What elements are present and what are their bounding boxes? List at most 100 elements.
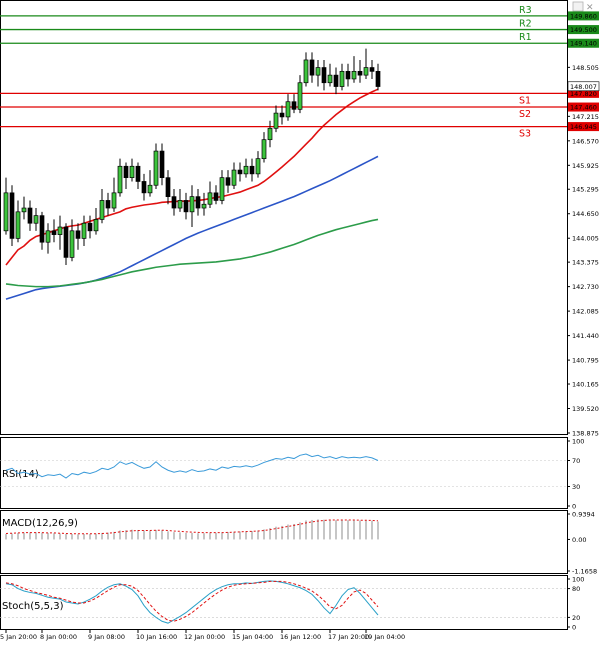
candle-body bbox=[15, 211, 21, 239]
candle-body bbox=[111, 192, 117, 209]
level-tag bbox=[568, 88, 599, 98]
level-tag-label: 147.820 bbox=[570, 90, 597, 98]
price-tick-label: 144.005 bbox=[572, 235, 599, 243]
close-icon[interactable]: ✕ bbox=[586, 3, 594, 13]
candle-body bbox=[81, 222, 87, 239]
time-tick-label: 10 Jan 16:00 bbox=[136, 633, 177, 641]
candle-body bbox=[237, 169, 243, 175]
candle-body bbox=[303, 59, 309, 84]
rsi-indicator: 100 70 30 0 RSI(14) bbox=[0, 438, 584, 511]
panel-frames bbox=[0, 0, 568, 630]
time-tick-label: 15 Jan 04:00 bbox=[232, 633, 273, 641]
candle-body bbox=[357, 70, 363, 76]
time-tick-label: 8 Jan 00:00 bbox=[40, 633, 77, 641]
stoch-main bbox=[5, 580, 379, 624]
candle-body bbox=[123, 165, 129, 179]
ind-tick-label: 0.00 bbox=[572, 536, 586, 544]
price-tick-label: 142.085 bbox=[572, 308, 599, 316]
macd-panel bbox=[0, 510, 568, 574]
candle-body bbox=[255, 158, 261, 175]
indicator-label: Stoch(5,5,3) bbox=[2, 601, 64, 612]
level-name: R3 bbox=[519, 5, 532, 16]
price-tick-label: 139.520 bbox=[572, 405, 599, 413]
pivot-level-tags: 149.860 149.500 149.140 147.820 147.460 146.9… bbox=[567, 11, 600, 132]
candle-body bbox=[129, 165, 135, 179]
price-tick-label: 140.165 bbox=[572, 381, 599, 389]
indicator-label: MACD(12,26,9) bbox=[2, 518, 78, 529]
candle-body bbox=[57, 226, 63, 235]
level-name: S3 bbox=[519, 129, 531, 140]
candle-body bbox=[63, 226, 69, 258]
level-tag bbox=[568, 102, 599, 112]
candle-body bbox=[69, 230, 75, 258]
candle-body bbox=[333, 74, 339, 87]
candle-body bbox=[87, 222, 93, 232]
level-name: R1 bbox=[519, 32, 532, 43]
stoch-signal bbox=[5, 580, 379, 622]
candle-body bbox=[99, 200, 105, 220]
ma-line bbox=[5, 218, 379, 288]
candle-body bbox=[93, 219, 99, 232]
candle-body bbox=[165, 177, 171, 197]
candle-body bbox=[141, 181, 147, 194]
ind-tick-label: 0 bbox=[572, 624, 576, 632]
level-tag bbox=[568, 38, 599, 48]
level-tag-label: 149.860 bbox=[570, 12, 597, 20]
window-controls: ✕ bbox=[572, 1, 594, 13]
ind-tick-label: 20 bbox=[572, 614, 580, 622]
price-tick-label: 142.730 bbox=[572, 283, 599, 291]
candle-body bbox=[243, 165, 249, 175]
ind-tick-label: 0.9394 bbox=[572, 511, 595, 519]
candle-body bbox=[363, 67, 369, 76]
level-tag-label: 149.140 bbox=[570, 40, 597, 48]
candle-body bbox=[291, 101, 297, 110]
candle-body bbox=[147, 184, 153, 194]
candle-body bbox=[369, 67, 375, 72]
time-tick-label: 12 Jan 00:00 bbox=[184, 633, 225, 641]
candle-body bbox=[39, 215, 45, 243]
level-name: R2 bbox=[519, 19, 532, 30]
candle-body bbox=[189, 196, 195, 213]
candle-body bbox=[315, 67, 321, 76]
level-tag bbox=[568, 11, 599, 21]
level-name: S2 bbox=[519, 109, 531, 120]
candle-body bbox=[3, 192, 9, 232]
candle-body bbox=[213, 192, 219, 201]
price-tick-label: 143.375 bbox=[572, 259, 599, 267]
price-tick-label: 138.875 bbox=[572, 430, 599, 438]
price-tick-label: 141.440 bbox=[572, 332, 599, 340]
candle-body bbox=[105, 200, 111, 209]
candle-body bbox=[345, 70, 351, 80]
candle-body bbox=[273, 112, 279, 129]
rsi-line bbox=[5, 453, 379, 479]
candle-body bbox=[231, 169, 237, 186]
time-tick-label: 16 Jan 12:00 bbox=[280, 633, 321, 641]
time-tick-label: 19 Jan 04:00 bbox=[364, 633, 405, 641]
current-price-tag bbox=[567, 81, 600, 92]
candle-body bbox=[351, 70, 357, 80]
price-tick-label: 146.570 bbox=[572, 137, 599, 145]
ind-tick-label: 70 bbox=[572, 457, 580, 465]
ind-tick-label: 100 bbox=[572, 576, 584, 584]
level-tag-label: 146.945 bbox=[570, 123, 597, 131]
price-tick-label: 145.925 bbox=[572, 162, 599, 170]
minimize-button[interactable] bbox=[572, 1, 584, 12]
candle-body bbox=[159, 150, 165, 179]
pivot-level-lines: R3 R2 R1 S1 S2 S3 bbox=[0, 5, 567, 140]
ind-tick-label: 100 bbox=[572, 438, 584, 446]
candle-body bbox=[201, 203, 207, 209]
candle-body bbox=[75, 230, 81, 239]
candle-body bbox=[267, 127, 273, 141]
candle-body bbox=[309, 59, 315, 76]
candle-body bbox=[261, 139, 267, 160]
candles bbox=[3, 48, 381, 265]
candle-body bbox=[195, 196, 201, 209]
candle-body bbox=[21, 207, 27, 213]
time-axis: 5 Jan 20:00 8 Jan 00:00 9 Jan 08:00 10 Jan … bbox=[0, 630, 405, 641]
candle-body bbox=[117, 165, 123, 194]
time-tick-label: 17 Jan 20:00 bbox=[328, 633, 369, 641]
candle-body bbox=[153, 150, 159, 186]
level-name: S1 bbox=[519, 95, 531, 106]
candle-body bbox=[33, 215, 39, 224]
